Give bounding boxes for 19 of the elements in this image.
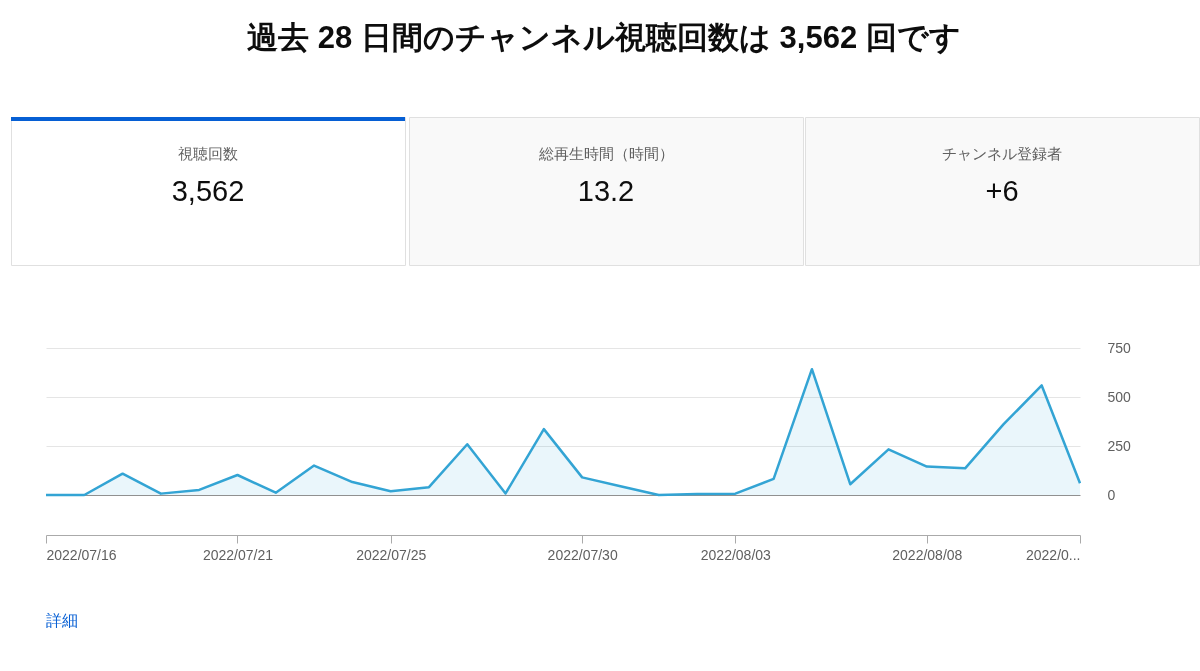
x-tick-label: 2022/07/21 [202,546,274,563]
text: チャンネル登録者 [942,145,1062,162]
text: 総再生時間（時間） [537,145,674,162]
text: +6 [985,175,1019,207]
y-tick-label: 0 [1107,486,1116,503]
text: 詳細 [46,612,78,629]
text: 13.2 [577,175,635,207]
x-tick-label: 2022/08/03 [700,546,772,563]
y-tick-label: 750 [1107,339,1132,356]
text: 3,562 [171,175,245,207]
y-tick-label: 250 [1107,437,1132,454]
text: 視聴回数 [178,145,238,162]
x-tick-label: 2022/0... [1026,546,1081,563]
x-tick-label: 2022/07/16 [46,546,117,563]
text: 過去 28 日間のチャンネル視聴回数は 3,562 回です [247,19,961,55]
y-tick-label: 500 [1107,388,1132,405]
x-tick-label: 2022/08/08 [892,546,963,563]
x-tick-label: 2022/07/25 [356,546,427,563]
x-tick-label: 2022/07/30 [547,546,618,563]
